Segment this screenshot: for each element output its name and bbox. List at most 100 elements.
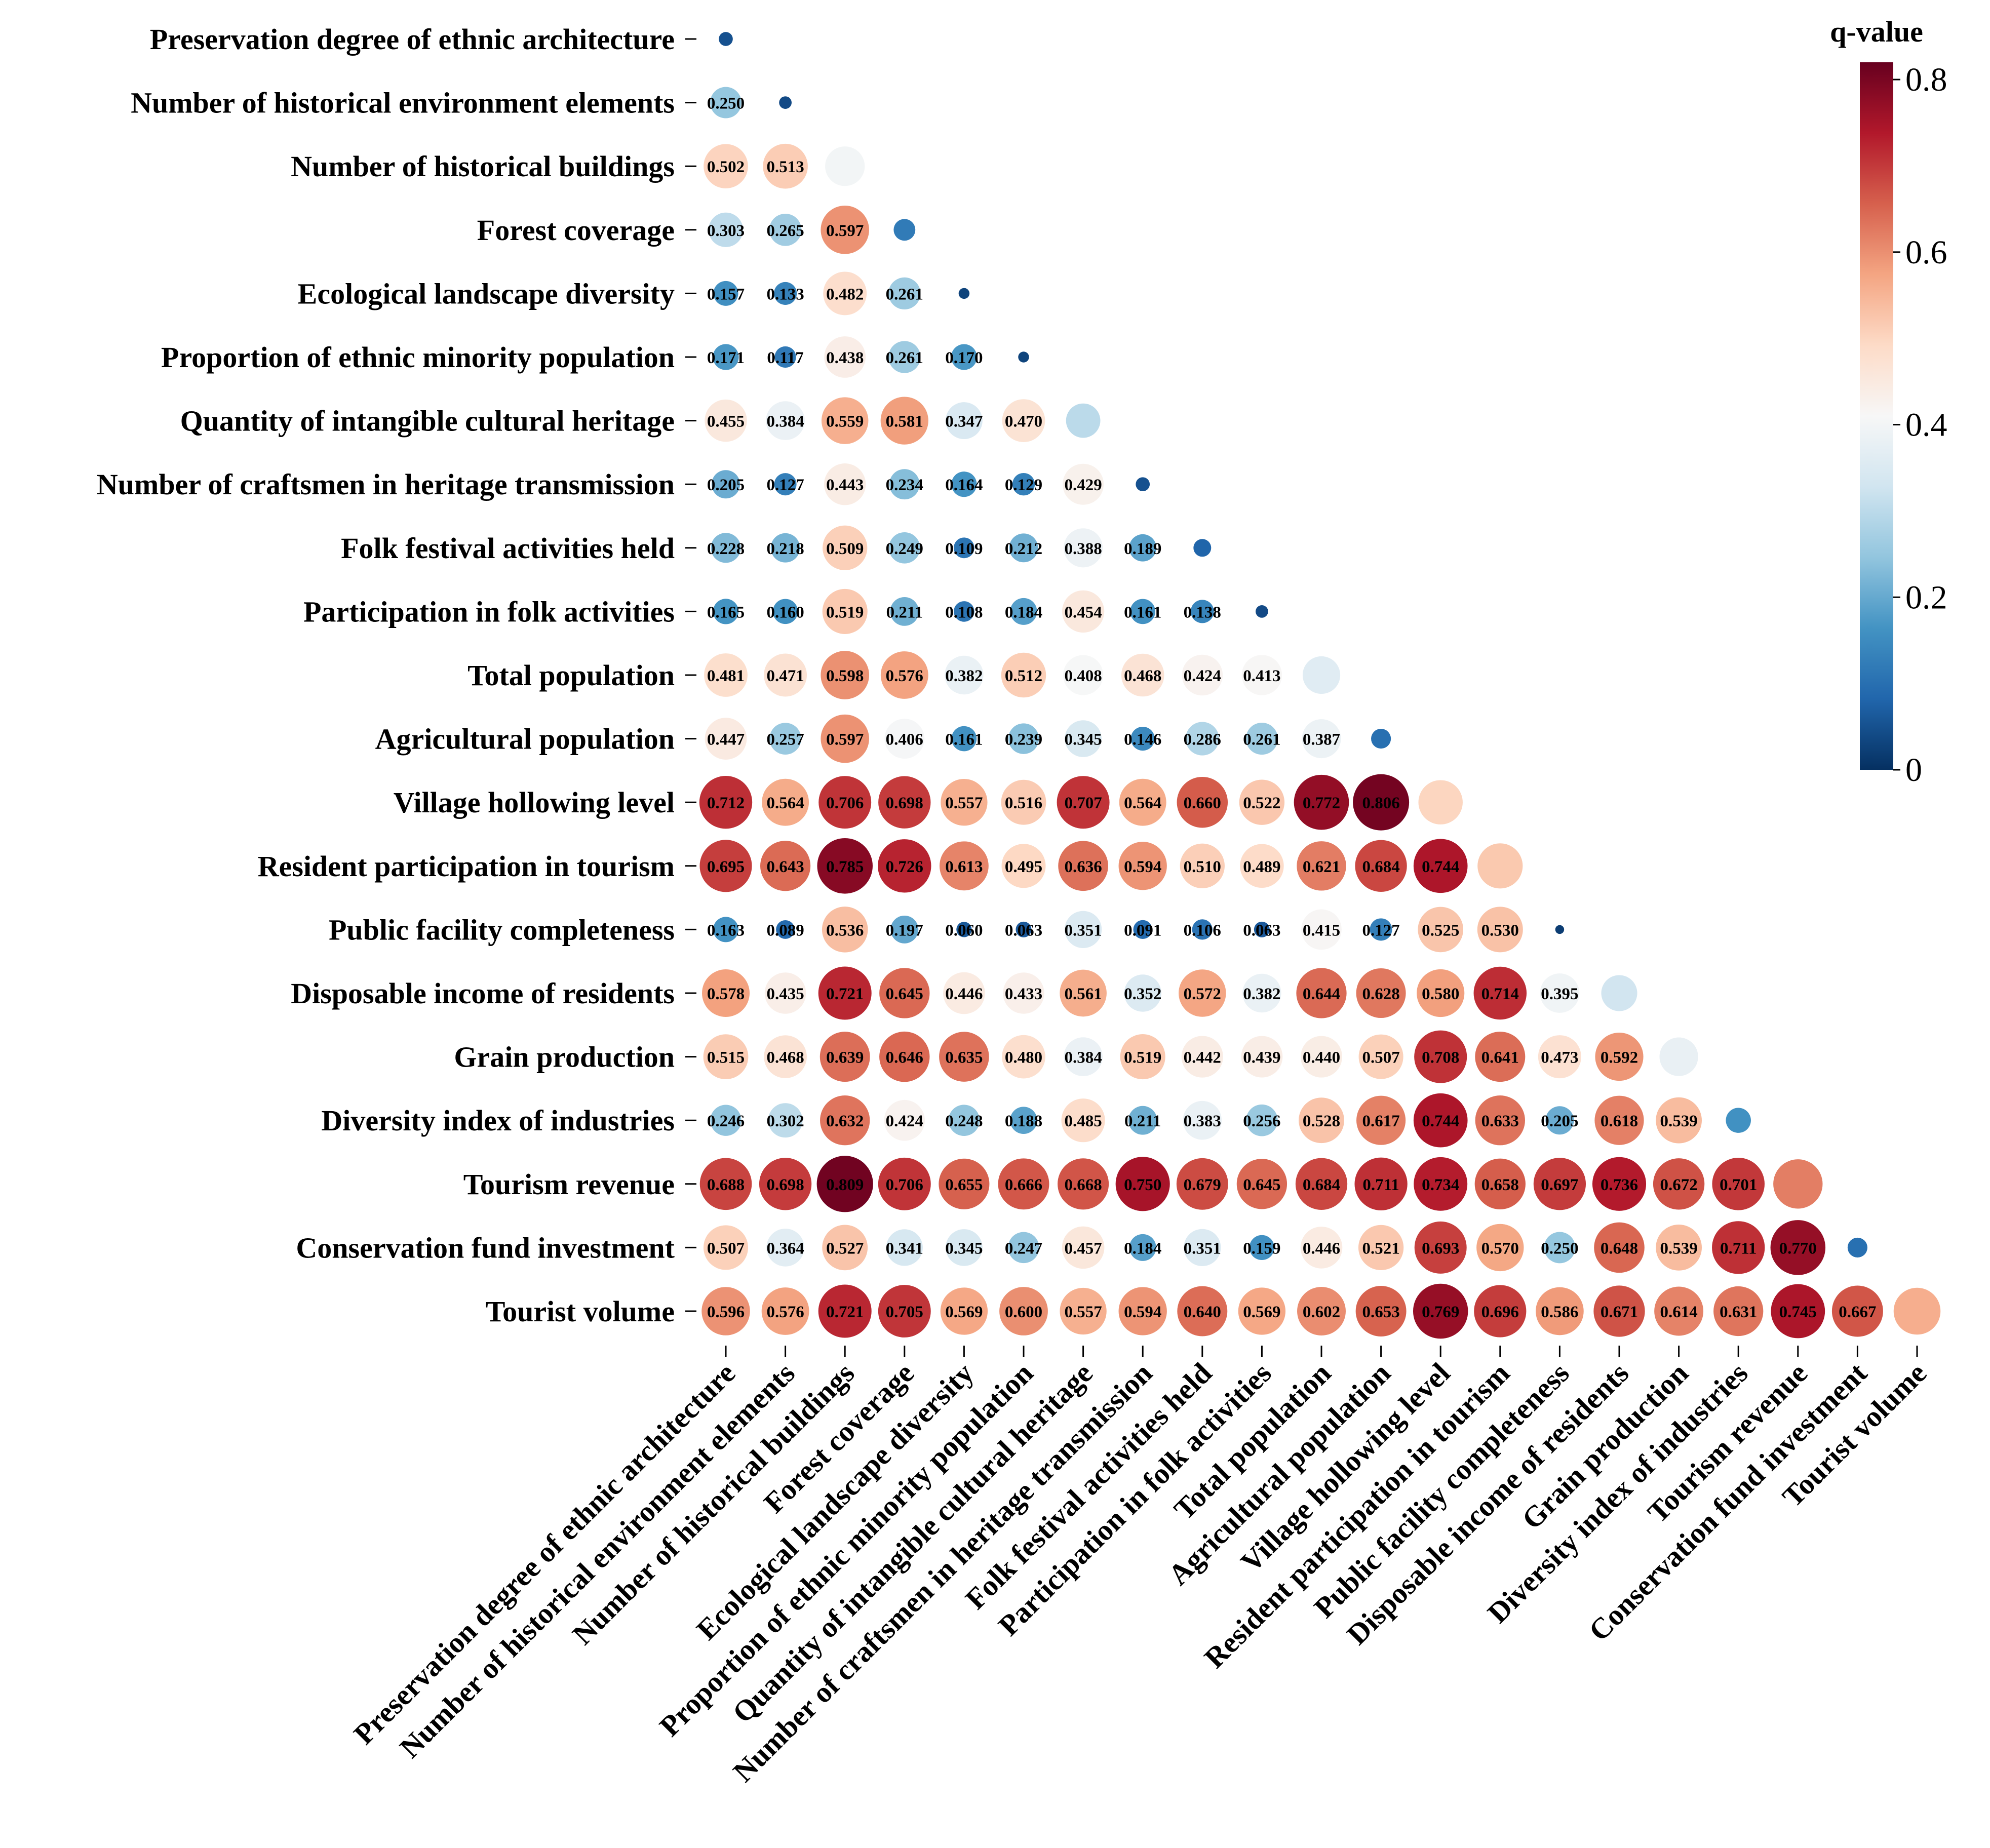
data-label: 0.525 xyxy=(1422,921,1459,939)
bubble-mark xyxy=(818,776,872,829)
bubble-mark xyxy=(945,402,983,440)
diagonal-bubble-mark xyxy=(1601,975,1637,1011)
bubble-mark xyxy=(821,651,870,699)
data-label: 0.440 xyxy=(1303,1049,1340,1067)
data-label: 0.060 xyxy=(945,921,983,939)
bubble-mark xyxy=(713,344,739,370)
bubble-mark xyxy=(889,469,920,500)
data-label: 0.345 xyxy=(1064,731,1102,749)
data-label: 0.063 xyxy=(1243,921,1280,939)
data-label: 0.429 xyxy=(1064,476,1102,494)
data-label: 0.572 xyxy=(1184,985,1221,1003)
bubble-mark xyxy=(776,920,795,939)
data-label: 0.513 xyxy=(766,158,804,176)
bubble-mark xyxy=(1536,1287,1584,1335)
data-label: 0.507 xyxy=(1362,1049,1399,1067)
bubble-mark xyxy=(1239,779,1285,825)
bubble-mark xyxy=(1712,1221,1765,1274)
bubble-mark xyxy=(713,281,738,306)
data-label: 0.250 xyxy=(1541,1239,1578,1257)
data-label: 0.559 xyxy=(826,413,864,431)
bubble-mark xyxy=(1061,1098,1105,1143)
row-label: Participation in folk activities xyxy=(303,595,675,628)
bubble-mark xyxy=(817,838,873,894)
bubble-mark xyxy=(1119,778,1166,826)
data-label: 0.695 xyxy=(707,858,745,876)
bubble-mark xyxy=(820,1095,870,1146)
row-label: Number of historical environment element… xyxy=(131,87,675,120)
bubble-mark xyxy=(823,271,867,316)
bubble-mark xyxy=(699,1158,752,1210)
colorbar-title: q-value xyxy=(1830,15,1923,48)
bubble-mark xyxy=(770,533,800,563)
data-label: 0.256 xyxy=(1243,1112,1280,1130)
data-label: 0.211 xyxy=(1124,1112,1161,1130)
bubble-mark xyxy=(1354,1157,1408,1210)
bubble-mark xyxy=(1540,973,1580,1013)
row-label: Forest coverage xyxy=(477,214,675,247)
row-label: Number of craftsmen in heritage transmis… xyxy=(97,468,675,501)
data-label: 0.527 xyxy=(826,1239,864,1257)
data-label: 0.502 xyxy=(707,158,745,176)
bubble-mark xyxy=(1296,968,1347,1018)
bubble-mark xyxy=(1002,399,1045,442)
data-label: 0.641 xyxy=(1481,1049,1519,1067)
data-label: 0.631 xyxy=(1720,1303,1757,1321)
bubble-mark xyxy=(1130,726,1155,751)
bubble-mark xyxy=(1129,534,1157,562)
data-label: 0.516 xyxy=(1005,794,1042,812)
row-label: Proportion of ethnic minority population xyxy=(161,341,675,374)
data-label: 0.406 xyxy=(886,731,923,749)
bubble-mark xyxy=(766,401,805,440)
colorbar-tick-label: 0.6 xyxy=(1905,234,1947,271)
data-label: 0.598 xyxy=(826,667,864,685)
row-label: Total population xyxy=(467,659,675,692)
bubble-mark xyxy=(1062,590,1105,633)
bubble-mark xyxy=(713,599,739,624)
bubble-mark xyxy=(769,723,801,755)
data-label: 0.384 xyxy=(766,413,804,431)
row-label: Tourist volume xyxy=(486,1295,675,1328)
bubble-mark xyxy=(1010,1107,1037,1134)
diagonal-bubble-mark xyxy=(1659,1037,1698,1076)
bubble-mark xyxy=(1121,653,1164,697)
bubble-mark xyxy=(1185,722,1219,756)
bubble-mark xyxy=(1129,1234,1156,1261)
bubble-mark xyxy=(699,776,753,829)
bubble-mark xyxy=(953,537,974,559)
data-label: 0.569 xyxy=(1243,1303,1280,1321)
bubble-mark xyxy=(951,344,977,370)
row-label: Tourism revenue xyxy=(463,1168,675,1201)
data-label: 0.721 xyxy=(826,985,864,1003)
data-label: 0.645 xyxy=(886,985,923,1003)
bubble-mark xyxy=(1414,1157,1468,1211)
data-label: 0.684 xyxy=(1362,858,1399,876)
bubble-mark xyxy=(708,212,744,247)
bubble-mark xyxy=(701,1287,750,1335)
data-label: 0.383 xyxy=(1184,1112,1221,1130)
bubble-mark xyxy=(820,1032,870,1082)
data-label: 0.352 xyxy=(1124,985,1161,1003)
bubble-mark xyxy=(1240,844,1284,888)
bubble-mark xyxy=(711,533,741,563)
bubble-mark xyxy=(1016,921,1032,937)
bubble-mark xyxy=(1595,1033,1644,1081)
bubble-mark xyxy=(759,1158,812,1210)
bubble-mark xyxy=(1592,1157,1647,1211)
bubble-mark xyxy=(890,597,919,626)
data-label: 0.521 xyxy=(1362,1239,1399,1257)
bubble-mark xyxy=(1475,1095,1526,1146)
bubble-mark xyxy=(1356,1095,1406,1145)
data-label: 0.684 xyxy=(1303,1176,1340,1194)
bubble-mark xyxy=(1060,1287,1107,1335)
bubble-mark xyxy=(880,651,928,699)
data-label: 0.653 xyxy=(1362,1303,1399,1321)
row-label: Number of historical buildings xyxy=(291,150,675,183)
bubble-mark xyxy=(1295,1158,1348,1210)
data-label: 0.138 xyxy=(1184,603,1221,621)
bubble-mark xyxy=(768,1103,803,1138)
bubble-mark xyxy=(1355,1286,1407,1336)
data-label: 0.442 xyxy=(1184,1049,1221,1067)
data-label: 0.485 xyxy=(1064,1112,1102,1130)
bubble-mark xyxy=(1476,1224,1524,1272)
